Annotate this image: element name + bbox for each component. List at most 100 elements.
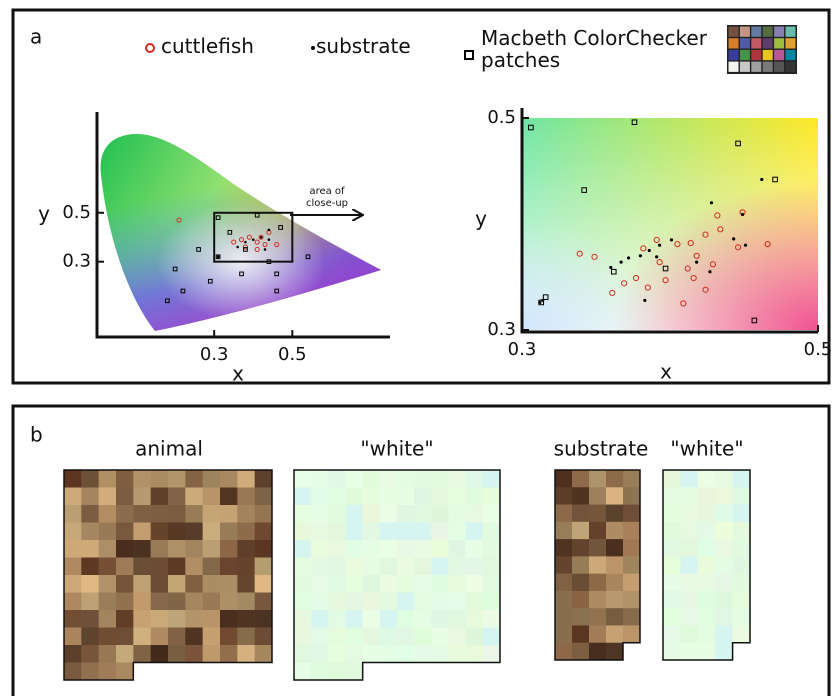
mosaic-cell: [697, 504, 716, 523]
mosaic-cell: [81, 645, 99, 663]
substrate-point: [655, 255, 659, 259]
mosaic-cell: [311, 645, 329, 663]
mosaic-cell: [555, 470, 573, 488]
mosaic-outline: [554, 469, 641, 661]
mosaic-cell: [311, 575, 329, 593]
y-tick-label: 0.3: [62, 251, 91, 272]
mosaic-cell: [81, 557, 99, 576]
mosaic-cell: [81, 610, 99, 628]
mosaic-cell: [414, 627, 432, 646]
mosaic-cell: [465, 575, 484, 593]
mosaic-cell: [81, 522, 99, 541]
mosaic-cell: [448, 487, 466, 506]
patch-point: [215, 215, 221, 221]
mosaic-cell: [311, 522, 329, 541]
mosaic-cell: [220, 505, 238, 523]
mosaic-cell: [116, 522, 134, 541]
mosaic-cell: [680, 504, 699, 523]
panel-b-title: substrate: [554, 437, 649, 461]
mosaic-cell: [81, 662, 99, 681]
cuttlefish-point: [702, 286, 709, 293]
cuttlefish-point: [254, 246, 260, 253]
substrate-point: [263, 248, 267, 251]
mosaic-cell: [572, 556, 590, 574]
mosaic-cell: [397, 645, 415, 663]
mosaic-cell: [680, 573, 699, 592]
panel-b-frame: [11, 404, 831, 696]
substrate-point: [647, 248, 651, 253]
patch-point: [538, 299, 545, 306]
mosaic-cell: [294, 592, 312, 611]
mosaic-cell: [606, 625, 624, 644]
mosaic-cell: [663, 539, 681, 557]
mosaic-cell: [431, 557, 449, 576]
mosaic-cell: [555, 487, 573, 505]
mosaic-cell: [328, 610, 346, 628]
panel-a-frame: [11, 8, 831, 385]
mosaic-cell: [64, 505, 82, 523]
mosaic-image: [63, 469, 273, 681]
mosaic-cell: [202, 470, 221, 488]
mosaic-cell: [379, 575, 398, 593]
mosaic-cell: [202, 522, 221, 541]
checker-patch: [762, 38, 773, 49]
mosaic-cell: [606, 487, 624, 505]
mosaic-cell: [715, 573, 733, 592]
mosaic-cell: [379, 557, 398, 576]
mosaic-cell: [663, 504, 681, 523]
mosaic-cell: [168, 610, 186, 628]
mosaic-cell: [680, 556, 699, 574]
substrate-point: [708, 270, 712, 274]
mosaic-cell: [185, 575, 203, 593]
y-tick-label: 0.5: [487, 107, 516, 128]
mosaic-cell: [414, 540, 432, 558]
mosaic-cell: [465, 470, 484, 488]
checker-patch: [728, 61, 739, 72]
mosaic-cell: [220, 470, 238, 488]
mosaic-cell: [254, 575, 273, 593]
mosaic-cell: [414, 575, 432, 593]
mosaic-cell: [116, 627, 134, 646]
mosaic-cell: [220, 627, 238, 646]
mosaic-cell: [379, 470, 398, 488]
mosaic-cell: [98, 487, 117, 506]
mosaic-cell: [98, 522, 117, 541]
mosaic-cell: [64, 540, 82, 558]
mosaic-cell: [555, 521, 573, 540]
mosaic-cell: [185, 470, 203, 488]
mosaic-cell: [697, 642, 716, 661]
mosaic-cell: [185, 540, 203, 558]
mosaic-cell: [680, 521, 699, 540]
mosaic-cell: [150, 592, 169, 611]
mosaic-cell: [715, 504, 733, 523]
mosaic-cell: [185, 505, 203, 523]
mosaic-cell: [133, 575, 151, 593]
mosaic-cell: [448, 540, 466, 558]
mosaic-cell: [572, 539, 590, 557]
mosaic-cell: [397, 505, 415, 523]
mosaic-cell: [732, 608, 751, 626]
mosaic-cell: [220, 540, 238, 558]
close-up-box: [213, 211, 294, 263]
mosaic-cell: [254, 522, 273, 541]
mosaic-cell: [254, 557, 273, 576]
checker-patch: [774, 49, 785, 61]
x-axis-label: x: [660, 360, 672, 384]
mosaic-cell: [64, 557, 82, 576]
checker-patch: [785, 61, 796, 72]
mosaic-image: [554, 469, 641, 661]
x-tick-label: 0.5: [278, 344, 307, 365]
substrate-point: [626, 256, 631, 260]
mosaic-cell: [202, 645, 221, 663]
patch-point: [215, 254, 221, 260]
mosaic-cell: [237, 557, 255, 576]
mosaic-cell: [555, 590, 573, 609]
mosaic-cell: [81, 505, 99, 523]
patch-point: [196, 247, 201, 252]
mosaic-cell: [168, 522, 186, 541]
mosaic-cell: [328, 557, 346, 576]
mosaic-cell: [589, 470, 607, 488]
mosaic-cell: [220, 592, 238, 611]
checker-patch: [751, 61, 762, 72]
cuttlefish-point: [709, 261, 717, 268]
